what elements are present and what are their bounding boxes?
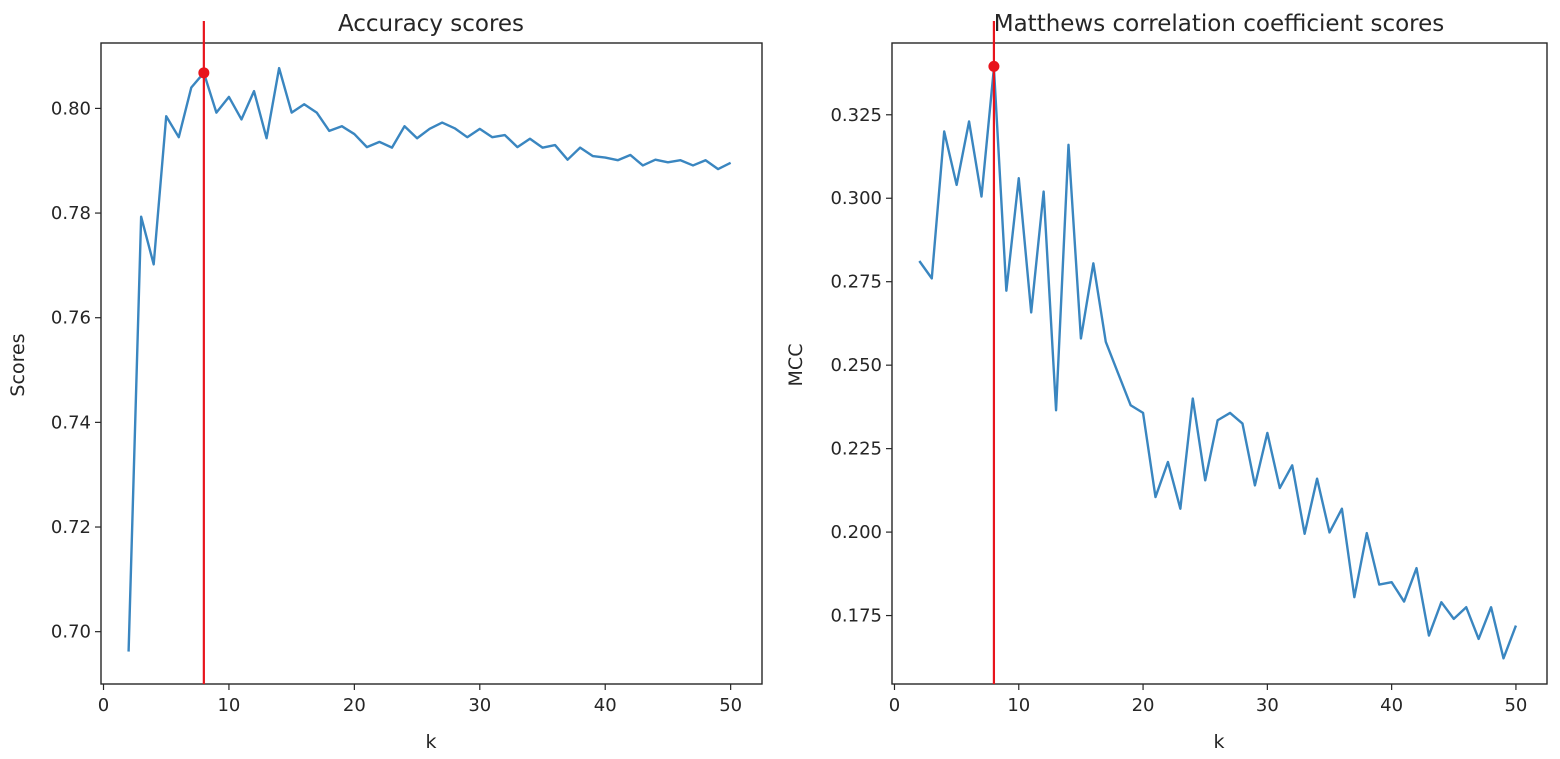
- x-axis-label: k: [1213, 731, 1224, 753]
- plot-frame: [891, 42, 1548, 685]
- y-tick-label: 0.225: [830, 439, 882, 460]
- y-axis-label: MCC: [785, 344, 807, 387]
- y-tick-label: 0.200: [830, 522, 882, 543]
- series-line: [127, 66, 732, 652]
- best-k-point: [198, 67, 210, 79]
- plot-frame: [100, 42, 763, 685]
- x-tick-label: 40: [594, 695, 617, 716]
- x-tick-label: 50: [1504, 695, 1527, 716]
- mcc-chart: Matthews correlation coefficient scores …: [785, 11, 1548, 753]
- x-tick-label: 0: [98, 695, 109, 716]
- x-tick-label: 20: [343, 695, 366, 716]
- series-line: [918, 66, 1518, 660]
- x-axis-label: k: [425, 731, 436, 753]
- y-tick-label: 0.78: [51, 203, 91, 224]
- y-tick-label: 0.72: [51, 517, 91, 538]
- x-tick-label: 10: [217, 695, 240, 716]
- accuracy-chart: Accuracy scores k Scores 0 10 20 30 40 50 0.70…: [7, 11, 763, 753]
- y-axis-label: Scores: [7, 333, 29, 396]
- chart-title: Matthews correlation coefficient scores: [994, 11, 1445, 37]
- y-tick-label: 0.275: [830, 272, 882, 293]
- y-tick-label: 0.300: [830, 188, 882, 209]
- x-tick-label: 30: [1256, 695, 1279, 716]
- y-tick-label: 0.325: [830, 105, 882, 126]
- x-tick-label: 10: [1007, 695, 1030, 716]
- best-k-point: [988, 60, 1000, 72]
- chart-title: Accuracy scores: [338, 11, 524, 37]
- y-tick-label: 0.74: [51, 412, 91, 433]
- y-tick-label: 0.250: [830, 355, 882, 376]
- x-tick-label: 30: [468, 695, 491, 716]
- x-tick-label: 50: [719, 695, 742, 716]
- y-tick-label: 0.76: [51, 308, 91, 329]
- y-tick-label: 0.175: [830, 606, 882, 627]
- x-tick-label: 20: [1132, 695, 1155, 716]
- y-tick-label: 0.80: [51, 98, 91, 119]
- x-tick-label: 0: [889, 695, 900, 716]
- x-tick-label: 40: [1380, 695, 1403, 716]
- y-tick-label: 0.70: [51, 622, 91, 643]
